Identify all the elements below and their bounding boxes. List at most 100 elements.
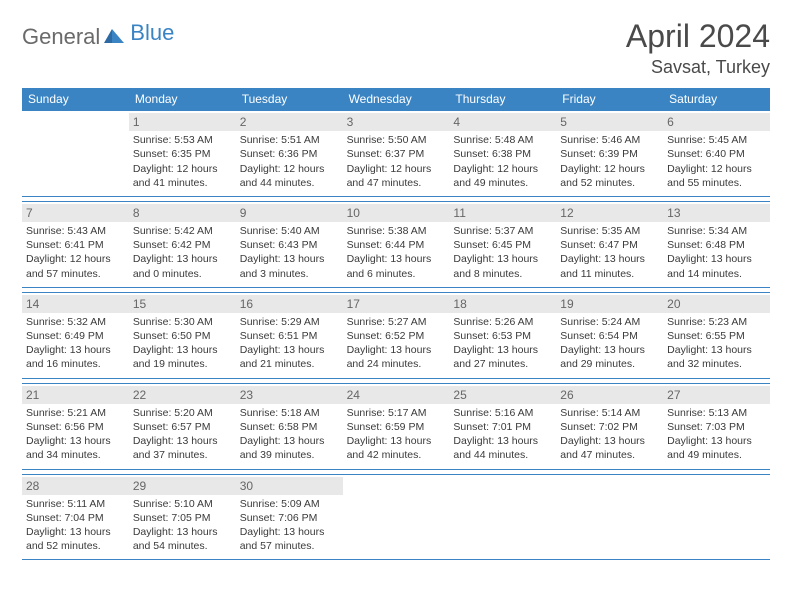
daylight1-text: Daylight: 13 hours	[133, 343, 232, 357]
day-cell: 28Sunrise: 5:11 AMSunset: 7:04 PMDayligh…	[22, 475, 129, 560]
daylight1-text: Daylight: 13 hours	[560, 434, 659, 448]
day-number: 2	[236, 113, 343, 131]
week-row: 1Sunrise: 5:53 AMSunset: 6:35 PMDaylight…	[22, 110, 770, 197]
sunrise-text: Sunrise: 5:21 AM	[26, 406, 125, 420]
daylight2-text: and 52 minutes.	[26, 539, 125, 553]
day-cell: 23Sunrise: 5:18 AMSunset: 6:58 PMDayligh…	[236, 384, 343, 469]
day-cell: 13Sunrise: 5:34 AMSunset: 6:48 PMDayligh…	[663, 202, 770, 287]
day-number: 27	[663, 386, 770, 404]
daylight2-text: and 21 minutes.	[240, 357, 339, 371]
day-number: 14	[22, 295, 129, 313]
day-number: 12	[556, 204, 663, 222]
daylight2-text: and 16 minutes.	[26, 357, 125, 371]
sunrise-text: Sunrise: 5:38 AM	[347, 224, 446, 238]
daylight2-text: and 37 minutes.	[133, 448, 232, 462]
daylight1-text: Daylight: 12 hours	[26, 252, 125, 266]
location: Savsat, Turkey	[626, 57, 770, 78]
daylight2-text: and 27 minutes.	[453, 357, 552, 371]
day-number: 3	[343, 113, 450, 131]
sunrise-text: Sunrise: 5:45 AM	[667, 133, 766, 147]
day-number: 25	[449, 386, 556, 404]
daylight2-text: and 8 minutes.	[453, 267, 552, 281]
day-cell: 16Sunrise: 5:29 AMSunset: 6:51 PMDayligh…	[236, 293, 343, 378]
day-cell: 8Sunrise: 5:42 AMSunset: 6:42 PMDaylight…	[129, 202, 236, 287]
day-cell: 29Sunrise: 5:10 AMSunset: 7:05 PMDayligh…	[129, 475, 236, 560]
sunset-text: Sunset: 6:43 PM	[240, 238, 339, 252]
daylight1-text: Daylight: 13 hours	[453, 252, 552, 266]
logo-mark-icon	[104, 25, 126, 50]
day-cell: 22Sunrise: 5:20 AMSunset: 6:57 PMDayligh…	[129, 384, 236, 469]
daylight2-text: and 32 minutes.	[667, 357, 766, 371]
day-number: 26	[556, 386, 663, 404]
daylight1-text: Daylight: 12 hours	[240, 162, 339, 176]
month-title: April 2024	[626, 18, 770, 55]
day-cell: 4Sunrise: 5:48 AMSunset: 6:38 PMDaylight…	[449, 111, 556, 196]
week-row: 21 Sunrise: 5:21 AMSunset: 6:56 PM Dayligh…	[22, 383, 770, 470]
sunset-text: Sunset: 7:02 PM	[560, 420, 659, 434]
daylight2-text: and 57 minutes.	[240, 539, 339, 553]
sunset-text: Sunset: 6:47 PM	[560, 238, 659, 252]
daylight1-text: Daylight: 13 hours	[560, 252, 659, 266]
sunset-text: Sunset: 6:58 PM	[240, 420, 339, 434]
day-cell: 27Sunrise: 5:13 AMSunset: 7:03 PMDayligh…	[663, 384, 770, 469]
day-number: 24	[343, 386, 450, 404]
sunset-text: Sunset: 6:50 PM	[133, 329, 232, 343]
day-cell: 12 Sunrise: 5:35 AMSunset: 6:47 PMDayligh…	[556, 202, 663, 287]
daylight2-text: and 54 minutes.	[133, 539, 232, 553]
sunrise-text: Sunrise: 5:29 AM	[240, 315, 339, 329]
sunset-text: Sunset: 7:05 PM	[133, 511, 232, 525]
daylight2-text: and 42 minutes.	[347, 448, 446, 462]
sunset-text: Sunset: 6:56 PM	[26, 420, 125, 434]
sunrise-text: Sunrise: 5:26 AM	[453, 315, 552, 329]
daylight1-text: Daylight: 13 hours	[240, 434, 339, 448]
sunset-text: Sunset: 7:06 PM	[240, 511, 339, 525]
sunrise-text: Sunrise: 5:50 AM	[347, 133, 446, 147]
day-cell: 20Sunrise: 5:23 AMSunset: 6:55 PMDayligh…	[663, 293, 770, 378]
sunset-text: Sunset: 6:42 PM	[133, 238, 232, 252]
daylight2-text: and 24 minutes.	[347, 357, 446, 371]
daylight1-text: Daylight: 13 hours	[26, 525, 125, 539]
day-number: 22	[129, 386, 236, 404]
daylight2-text: and 39 minutes.	[240, 448, 339, 462]
header: General Blue April 2024 Savsat, Turkey	[22, 18, 770, 78]
sunrise-text: Sunrise: 5:43 AM	[26, 224, 125, 238]
day-cell: 1Sunrise: 5:53 AMSunset: 6:35 PMDaylight…	[129, 111, 236, 196]
day-cell: 30Sunrise: 5:09 AMSunset: 7:06 PMDayligh…	[236, 475, 343, 560]
day-number: 1	[129, 113, 236, 131]
sunrise-text: Sunrise: 5:34 AM	[667, 224, 766, 238]
day-header-thu: Thursday	[449, 88, 556, 110]
daylight1-text: Daylight: 13 hours	[240, 343, 339, 357]
day-header-tue: Tuesday	[236, 88, 343, 110]
sunset-text: Sunset: 6:55 PM	[667, 329, 766, 343]
sunrise-text: Sunrise: 5:30 AM	[133, 315, 232, 329]
sunset-text: Sunset: 6:53 PM	[453, 329, 552, 343]
day-cell: 15Sunrise: 5:30 AMSunset: 6:50 PMDayligh…	[129, 293, 236, 378]
day-cell: 7Sunrise: 5:43 AMSunset: 6:41 PMDaylight…	[22, 202, 129, 287]
sunset-text: Sunset: 6:37 PM	[347, 147, 446, 161]
sunrise-text: Sunrise: 5:35 AM	[560, 224, 659, 238]
daylight1-text: Daylight: 13 hours	[240, 252, 339, 266]
sunset-text: Sunset: 6:49 PM	[26, 329, 125, 343]
day-cell: 14Sunrise: 5:32 AMSunset: 6:49 PMDayligh…	[22, 293, 129, 378]
day-number: 8	[129, 204, 236, 222]
daylight1-text: Daylight: 13 hours	[453, 343, 552, 357]
daylight2-text: and 49 minutes.	[667, 448, 766, 462]
sunset-text: Sunset: 7:01 PM	[453, 420, 552, 434]
day-cell: 19Sunrise: 5:24 AMSunset: 6:54 PMDayligh…	[556, 293, 663, 378]
daylight1-text: Daylight: 13 hours	[453, 434, 552, 448]
sunset-text: Sunset: 7:04 PM	[26, 511, 125, 525]
day-cell: 2Sunrise: 5:51 AMSunset: 6:36 PMDaylight…	[236, 111, 343, 196]
logo-text-blue: Blue	[130, 20, 174, 46]
day-number: 20	[663, 295, 770, 313]
daylight2-text: and 11 minutes.	[560, 267, 659, 281]
sunrise-text: Sunrise: 5:51 AM	[240, 133, 339, 147]
day-number: 10	[343, 204, 450, 222]
sunrise-text: Sunrise: 5:20 AM	[133, 406, 232, 420]
sunrise-text: Sunrise: 5:16 AM	[453, 406, 552, 420]
daylight2-text: and 44 minutes.	[453, 448, 552, 462]
logo: General Blue	[22, 18, 174, 50]
day-header-sat: Saturday	[663, 88, 770, 110]
sunrise-text: Sunrise: 5:09 AM	[240, 497, 339, 511]
day-cell: 18Sunrise: 5:26 AMSunset: 6:53 PMDayligh…	[449, 293, 556, 378]
day-number: 21	[22, 386, 129, 404]
